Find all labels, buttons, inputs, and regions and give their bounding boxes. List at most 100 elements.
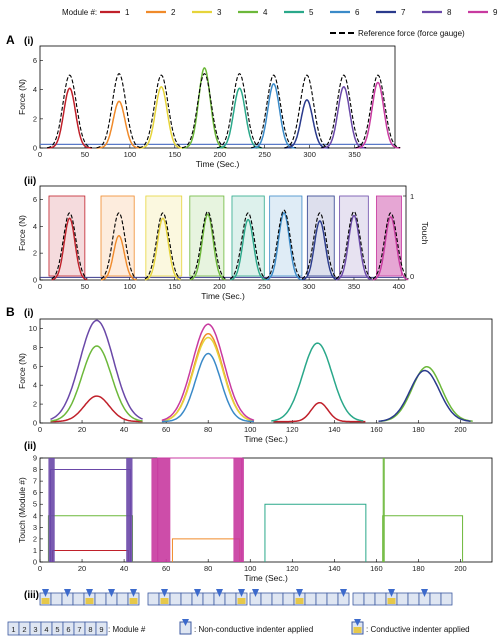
B-ii-xtick: 200 — [454, 564, 467, 573]
conductive-pad — [387, 598, 396, 604]
legend-label-8: 8 — [447, 8, 452, 17]
bottom-module-cell — [95, 621, 108, 636]
schematic-cell — [315, 592, 328, 606]
b-ii-burst-9 — [233, 458, 244, 562]
a-ii-sensor-6 — [265, 212, 302, 281]
b-ii-burst-9 — [151, 458, 171, 562]
schematic-cell — [271, 592, 284, 606]
conductive-pad — [129, 598, 138, 604]
A-ii-xtick: 300 — [303, 282, 316, 291]
indenter-arrow-icon — [86, 589, 93, 597]
B-ii-xtick: 40 — [120, 564, 128, 573]
indenter-schematic — [39, 589, 453, 606]
B-ii-ytick: 5 — [33, 500, 37, 509]
a-ii-touch-4 — [189, 195, 225, 277]
schematic-cell — [282, 592, 295, 606]
B-i-xtick: 60 — [162, 425, 170, 434]
a-ii-reference-8 — [335, 210, 372, 280]
A-i-ylabel: Force (N) — [17, 79, 27, 115]
legend-label-6: 6 — [355, 8, 360, 17]
A-i-ytick: 0 — [33, 144, 37, 153]
B-i-xtick: 140 — [328, 425, 341, 434]
A-i-plot-frame — [39, 45, 396, 149]
B-i-xtick: 40 — [120, 425, 128, 434]
B-ii-ytick: 3 — [33, 523, 37, 532]
a-ii-sensor-5 — [230, 218, 266, 281]
indenter-arrow-icon — [296, 589, 303, 597]
b-i-curve-9 — [161, 323, 255, 422]
legend-label-1: 1 — [125, 8, 130, 17]
panel-a-ii-label: (ii) — [24, 176, 36, 187]
A-i-xtick: 150 — [169, 150, 182, 159]
legend-label-2: 2 — [171, 8, 176, 17]
A-i-xtick: 0 — [38, 150, 42, 159]
a-i-reference-9 — [355, 74, 401, 149]
legend: Module #: 1 2 3 4 5 6 7 8 9 Reference force (for… — [62, 8, 498, 38]
a-ii-ytick-right: 0 — [410, 272, 414, 281]
A-ii-xtick: 50 — [81, 282, 89, 291]
schematic-cell — [352, 592, 365, 606]
a-i-sensor-3 — [138, 85, 184, 149]
b-i-curve-7 — [378, 369, 471, 422]
a-ii-ylabel-right: Touch — [420, 222, 430, 245]
legend-label-5: 5 — [309, 8, 314, 17]
a-ii-touch-5 — [231, 195, 265, 277]
a-ii-reference-9 — [372, 212, 409, 280]
bottom-module-number: 1 — [11, 625, 15, 634]
B-ii-ytick: 6 — [33, 488, 37, 497]
schematic-cell — [429, 592, 442, 606]
B-ii-xtick: 0 — [38, 564, 42, 573]
schematic-cell — [440, 592, 453, 606]
conductive-pad — [237, 598, 246, 604]
b-ii-burst-4 — [382, 458, 385, 562]
indenter-arrow-icon — [216, 589, 223, 597]
chart-b-i: 0 20 40 60 80 100 120 140 160 180 200 0 2 4 6 8 10 Time (… — [17, 318, 493, 444]
B-i-xtick: 180 — [412, 425, 425, 434]
schematic-cell — [147, 592, 160, 606]
schematic-cell — [224, 592, 237, 606]
bottom-module-number: 2 — [22, 625, 26, 634]
a-i-reference-6 — [251, 74, 297, 149]
schematic-cell — [407, 592, 420, 606]
schematic-cell — [180, 592, 193, 606]
A-ii-xtick: 150 — [168, 282, 181, 291]
schematic-cell — [72, 592, 85, 606]
schematic-cell — [396, 592, 409, 606]
B-i-ytick: 4 — [33, 381, 37, 390]
conductive-pad — [41, 598, 50, 604]
a-ii-reference-5 — [229, 212, 267, 280]
a-ii-touch-9 — [375, 195, 402, 277]
bottom-module-number: 8 — [88, 625, 92, 634]
a-ii-touch-3 — [145, 195, 183, 277]
A-i-xtick: 350 — [348, 150, 361, 159]
a-i-reference-7 — [284, 74, 330, 149]
A-i-ytick: 4 — [33, 85, 37, 94]
panel-b-label: B — [6, 305, 15, 319]
A-ii-ytick: 0 — [33, 276, 37, 285]
A-i-ytick: 6 — [33, 56, 37, 65]
b-i-curve-3 — [161, 336, 255, 422]
schematic-cell — [304, 592, 317, 606]
B-i-xtick: 160 — [370, 425, 383, 434]
schematic-group — [39, 589, 140, 606]
a-i-sensor-2 — [96, 100, 142, 149]
A-ii-xtick: 400 — [393, 282, 406, 291]
schematic-group — [352, 589, 453, 606]
conductive-indenter-icon — [351, 619, 364, 635]
a-i-sensor-7 — [284, 99, 330, 149]
panel-b-iii-label: (iii) — [24, 590, 39, 601]
B-i-ylabel: Force (N) — [17, 353, 27, 389]
A-i-xtick: 100 — [124, 150, 137, 159]
panel-b-ii-label: (ii) — [24, 441, 36, 452]
bottom-legend-conductive-text: : Conductive indenter applied — [366, 625, 470, 634]
bottom-module-number: 4 — [44, 625, 48, 634]
legend-label-3: 3 — [217, 8, 222, 17]
b-i-curve-4 — [380, 366, 473, 422]
schematic-cell — [94, 592, 107, 606]
A-ii-ytick: 2 — [33, 249, 37, 258]
a-i-reference-4 — [181, 73, 227, 149]
a-i-reference-1 — [47, 74, 93, 149]
a-i-reference-8 — [321, 74, 367, 149]
B-ii-xtick: 120 — [286, 564, 299, 573]
